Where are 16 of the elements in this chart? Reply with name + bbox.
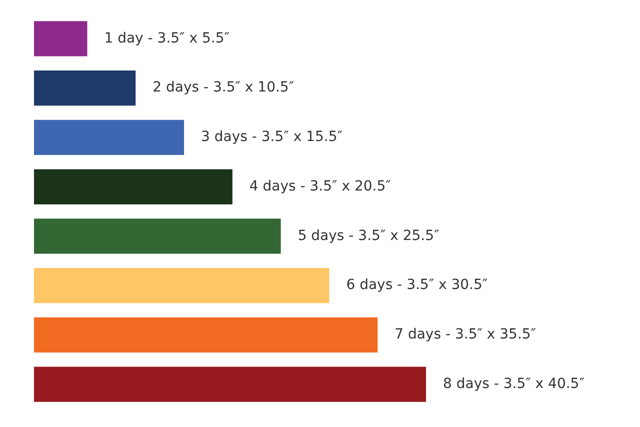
data-label: 2 days - 3.5″ x 10.5″ <box>152 80 294 96</box>
bar <box>34 120 184 155</box>
bar <box>34 169 232 204</box>
data-label: 8 days - 3.5″ x 40.5″ <box>443 376 584 392</box>
bar <box>34 268 330 304</box>
data-label: 4 days - 3.5″ x 20.5″ <box>249 178 391 194</box>
data-label: 6 days - 3.5″ x 30.5″ <box>346 277 488 294</box>
data-label: 5 days - 3.5″ x 25.5″ <box>298 228 440 244</box>
data-label: 7 days - 3.5″ x 35.5″ <box>394 326 536 343</box>
bar <box>34 317 378 352</box>
bar <box>34 70 136 106</box>
bar <box>34 366 426 402</box>
bar <box>34 218 281 254</box>
data-label: 1 day - 3.5″ x 5.5″ <box>104 30 230 46</box>
data-label: 3 days - 3.5″ x 15.5″ <box>201 129 342 146</box>
bar <box>34 21 88 56</box>
